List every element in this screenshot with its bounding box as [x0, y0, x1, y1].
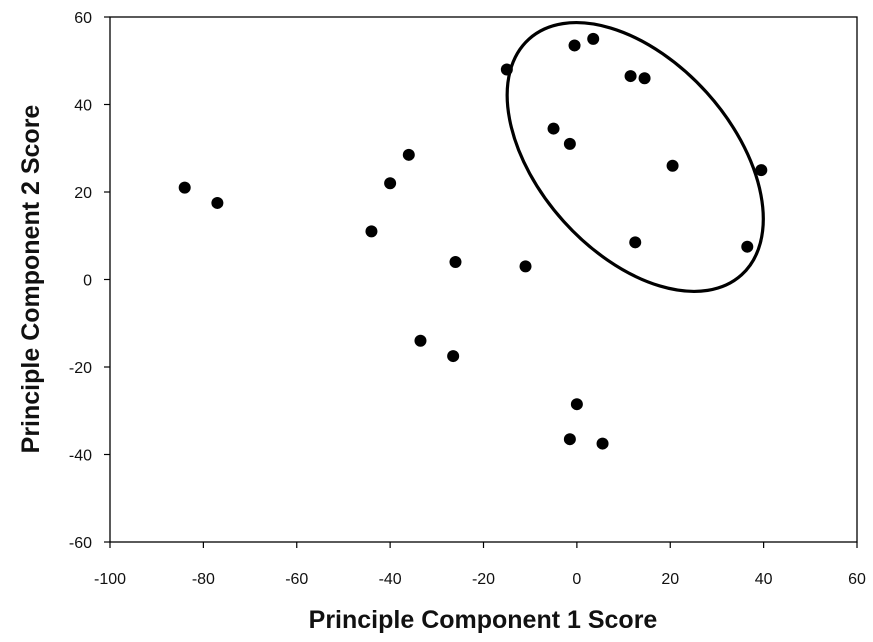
- scatter-point: [384, 177, 397, 190]
- y-axis-title: Principle Component 2 Score: [17, 105, 45, 454]
- scatter-point: [449, 256, 462, 268]
- scatter-point: [563, 137, 576, 150]
- scatter-point: [624, 70, 637, 83]
- scatter-point: [414, 334, 427, 347]
- scatter-point: [570, 398, 583, 411]
- x-axis-tick-label: 40: [755, 571, 773, 588]
- scatter-point: [447, 350, 460, 363]
- y-axis-tick-label: 20: [74, 185, 92, 202]
- y-axis-tick-label: -20: [69, 360, 92, 377]
- x-axis-tick-label: 20: [661, 571, 679, 588]
- y-axis-tick-label: -40: [69, 448, 92, 465]
- x-axis-tick-label: -20: [472, 571, 495, 588]
- scatter-point: [629, 236, 642, 249]
- scatter-point: [402, 148, 415, 161]
- x-axis-title: Principle Component 1 Score: [309, 606, 658, 634]
- x-axis-tick-label: 0: [572, 571, 581, 588]
- scatter-point: [178, 181, 191, 194]
- scatter-point: [568, 39, 581, 52]
- scatter-point: [519, 260, 532, 273]
- x-axis-tick-label: -100: [94, 571, 126, 588]
- y-axis-tick-label: 40: [74, 98, 92, 115]
- y-axis-tick-label: 0: [83, 273, 92, 290]
- x-axis-tick-label: 60: [848, 571, 866, 588]
- scatter-point: [638, 72, 651, 85]
- x-axis-tick-label: -80: [192, 571, 215, 588]
- scatter-point: [741, 240, 754, 253]
- cluster-ellipse: [505, 20, 765, 294]
- x-axis-tick-label: -60: [285, 571, 308, 588]
- y-axis-tick-label: -60: [69, 535, 92, 552]
- scatter-point: [547, 122, 560, 135]
- scatter-point: [755, 164, 768, 177]
- scatter-point: [563, 433, 576, 446]
- plot-area: -100 -80 -60 -40 -20 0 20 40 60 -60 -40 -20 0 20 40 60: [69, 10, 866, 588]
- scatter-point: [365, 225, 378, 238]
- x-axis-tick-label: -40: [379, 571, 402, 588]
- scatter-point: [211, 196, 224, 209]
- plot-frame: [109, 16, 858, 543]
- y-axis-tick-label: 60: [74, 10, 92, 27]
- scatter-point: [587, 32, 600, 45]
- scatter-point: [500, 63, 513, 76]
- scatter-point: [596, 437, 609, 450]
- scatter-point: [666, 159, 679, 172]
